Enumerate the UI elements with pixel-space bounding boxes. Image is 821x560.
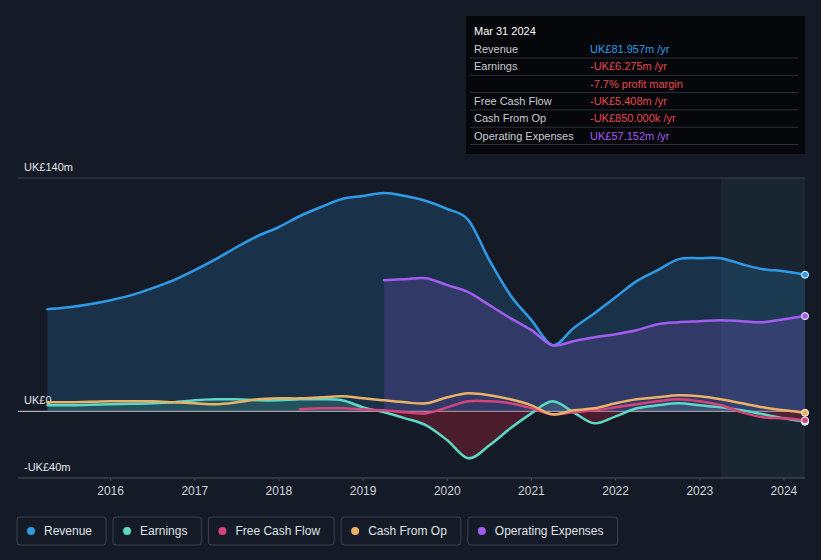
x-tick <box>447 478 448 481</box>
x-tick-label: 2020 <box>434 484 461 498</box>
x-tick <box>783 478 784 481</box>
tooltip-title: Mar 31 2024 <box>474 25 536 37</box>
legend-swatch <box>351 527 359 535</box>
chart-root: UK£140mUK£0-UK£40m2016201720182019202020… <box>0 0 821 560</box>
series-line <box>300 399 805 420</box>
tooltip-value: -UK£850.000k /yr <box>590 112 676 124</box>
tooltip-value: -UK£5.408m /yr <box>590 95 667 107</box>
end-markers <box>802 271 809 425</box>
x-tick <box>194 478 195 481</box>
x-tick <box>110 478 111 481</box>
end-marker <box>802 409 809 416</box>
tooltip-label: Revenue <box>474 43 518 55</box>
tooltip-separator <box>470 109 798 110</box>
tooltip-label: Operating Expenses <box>474 130 574 142</box>
x-tick-label: 2016 <box>97 484 124 498</box>
tooltip-separator <box>470 75 798 76</box>
x-tick-label: 2022 <box>602 484 629 498</box>
tooltip-separator <box>470 58 798 59</box>
tooltip-label: Earnings <box>474 60 518 72</box>
series-area <box>384 278 805 411</box>
legend-item[interactable]: Operating Expenses <box>468 517 618 545</box>
legend-box[interactable] <box>17 517 106 545</box>
legend-label: Operating Expenses <box>495 524 604 538</box>
series-area-negative <box>47 411 805 458</box>
legend-box[interactable] <box>468 517 618 545</box>
tooltip-label: Cash From Op <box>474 112 546 124</box>
tooltip-separator <box>470 92 798 93</box>
y-tick-label: -UK£40m <box>24 461 70 473</box>
tooltip: Mar 31 2024 Revenue UK£81.957m /yr Earnings… <box>466 16 805 154</box>
tooltip-separator <box>470 144 798 145</box>
legend-box[interactable] <box>113 517 201 545</box>
plot-area <box>47 193 805 458</box>
legend-swatch <box>123 527 131 535</box>
tooltip-value: UK£81.957m /yr <box>590 43 670 55</box>
legend-item[interactable]: Cash From Op <box>341 517 461 545</box>
tooltip-value: -7.7% profit margin <box>590 78 683 90</box>
tooltip-label: Free Cash Flow <box>474 95 552 107</box>
tooltip-value: -UK£6.275m /yr <box>590 60 667 72</box>
end-marker <box>802 313 809 320</box>
x-tick <box>531 478 532 481</box>
legend-swatch <box>478 527 486 535</box>
x-tick-label: 2024 <box>771 484 798 498</box>
legend-label: Revenue <box>44 524 92 538</box>
x-axis-line <box>18 478 805 479</box>
tooltip-box <box>466 16 805 154</box>
background <box>0 0 821 560</box>
y-tick-label: UK£140m <box>24 161 73 173</box>
series-area <box>47 193 805 411</box>
x-tick <box>363 478 364 481</box>
legend-item[interactable]: Earnings <box>113 517 201 545</box>
tooltip-value: UK£57.152m /yr <box>590 130 670 142</box>
legend-label: Cash From Op <box>368 524 447 538</box>
x-tick-label: 2023 <box>686 484 713 498</box>
x-tick-label: 2021 <box>518 484 545 498</box>
x-tick <box>699 478 700 481</box>
legend-box[interactable] <box>208 517 334 545</box>
legend-item[interactable]: Revenue <box>17 517 106 545</box>
series-line <box>47 193 805 345</box>
grid-line <box>18 178 805 179</box>
series-line <box>384 278 805 346</box>
x-tick-label: 2017 <box>181 484 208 498</box>
x-tick <box>615 478 616 481</box>
x-tick-label: 2019 <box>350 484 377 498</box>
legend-label: Free Cash Flow <box>235 524 320 538</box>
series-line <box>47 393 805 414</box>
grid-line <box>18 478 805 479</box>
legend: Revenue Earnings Free Cash Flow Cash From O… <box>17 517 618 545</box>
x-tick <box>278 478 279 481</box>
end-marker <box>802 271 809 278</box>
legend-swatch <box>27 527 35 535</box>
legend-swatch <box>218 527 226 535</box>
end-marker <box>802 417 809 424</box>
legend-box[interactable] <box>341 517 461 545</box>
legend-label: Earnings <box>140 524 187 538</box>
legend-item[interactable]: Free Cash Flow <box>208 517 334 545</box>
series-line <box>47 399 805 458</box>
x-tick-label: 2018 <box>266 484 293 498</box>
tooltip-separator <box>470 127 798 128</box>
